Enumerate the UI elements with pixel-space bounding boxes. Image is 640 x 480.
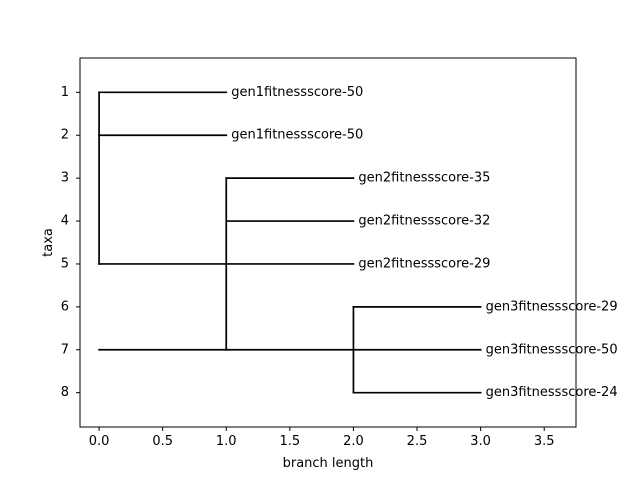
x-tick-label-8: 3.5 xyxy=(534,434,555,449)
y-tick-label-1: 1 xyxy=(61,85,69,100)
y-axis-label: taxa xyxy=(41,228,56,257)
x-tick-label-5: 2.0 xyxy=(343,434,364,449)
y-tick-label-8: 8 xyxy=(61,385,69,400)
x-tick-label-6: 2.5 xyxy=(407,434,428,449)
y-tick-label-5: 5 xyxy=(61,256,69,271)
leaf-label-6: gen3fitnessscore-29 xyxy=(486,299,618,314)
y-axis: 1 2 3 4 5 6 7 8 xyxy=(61,85,80,400)
leaf-labels: gen1fitnessscore-50 gen1fitnessscore-50 ge… xyxy=(231,85,617,400)
leaf-label-2: gen1fitnessscore-50 xyxy=(231,128,363,143)
x-axis: 0.0 0.5 1.0 1.5 2.0 2.5 3.0 3.5 xyxy=(89,427,555,449)
leaf-label-3: gen2fitnessscore-35 xyxy=(358,171,490,186)
x-axis-label: branch length xyxy=(283,456,374,471)
x-tick-label-4: 1.5 xyxy=(280,434,301,449)
leaf-label-7: gen3fitnessscore-50 xyxy=(486,342,618,357)
branch-lines xyxy=(98,91,482,394)
leaf-label-4: gen2fitnessscore-32 xyxy=(358,214,490,229)
y-tick-label-4: 4 xyxy=(61,214,69,229)
leaf-label-8: gen3fitnessscore-24 xyxy=(486,385,618,400)
leaf-label-1: gen1fitnessscore-50 xyxy=(231,85,363,100)
y-tick-label-3: 3 xyxy=(61,171,69,186)
x-tick-label-3: 1.0 xyxy=(216,434,237,449)
x-tick-label-7: 3.0 xyxy=(470,434,491,449)
plot-frame xyxy=(79,57,577,428)
y-tick-label-6: 6 xyxy=(61,299,69,314)
y-tick-label-2: 2 xyxy=(61,128,69,143)
y-tick-label-7: 7 xyxy=(61,342,69,357)
x-tick-label-1: 0.0 xyxy=(89,434,110,449)
x-tick-label-2: 0.5 xyxy=(152,434,173,449)
leaf-label-5: gen2fitnessscore-29 xyxy=(358,256,490,271)
